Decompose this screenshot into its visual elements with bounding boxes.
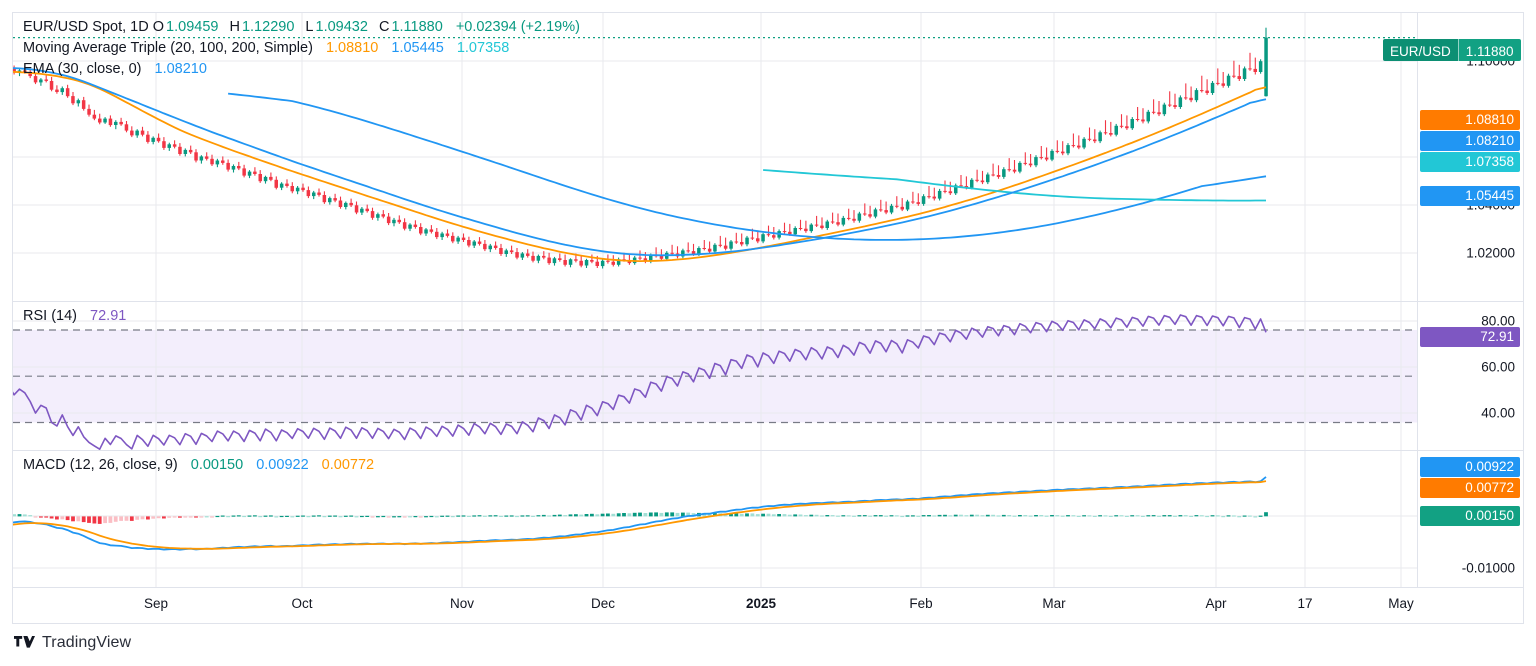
- ma100-line: [228, 92, 1267, 241]
- ma20-line: [13, 70, 1267, 263]
- time-label-8: 17: [1297, 596, 1313, 611]
- ema30-price-badge: 1.08210: [1420, 131, 1520, 151]
- macd-signal-badge: 0.00772: [1420, 478, 1520, 498]
- time-label-7: Apr: [1205, 596, 1227, 611]
- tradingview-wordmark: TradingView: [42, 634, 132, 651]
- rsi-line: [13, 314, 1267, 450]
- macd-chart-svg: [13, 451, 1419, 587]
- ema30-line: [13, 67, 1267, 257]
- rsi-level-lines: [13, 329, 1419, 424]
- time-label-2: Nov: [449, 596, 475, 611]
- macd-pane[interactable]: 0.00000 -0.01000 0.00922 0.00772 0.00150…: [13, 451, 1523, 587]
- price-gridlines: [13, 13, 1419, 301]
- current-price-symbol: EUR/USD: [1383, 39, 1458, 61]
- time-label-3: Dec: [590, 596, 616, 611]
- time-label-6: Mar: [1042, 596, 1066, 611]
- macd-value-badge: 0.00922: [1420, 457, 1520, 477]
- time-label-0: Sep: [143, 596, 169, 611]
- price-pane[interactable]: 1.10000 1.06000 1.04000 1.02000 1.08810 …: [13, 13, 1523, 301]
- price-plot[interactable]: [13, 13, 1419, 301]
- macd-plot[interactable]: [13, 451, 1419, 587]
- tradingview-logo[interactable]: TradingView: [14, 634, 131, 652]
- price-tick-4: 1.02000: [1466, 245, 1515, 261]
- time-label-9: May: [1388, 596, 1414, 611]
- price-chart-svg: [13, 13, 1419, 301]
- macd-tick-neg: -0.01000: [1461, 560, 1515, 576]
- pane-separator-3: [13, 587, 1523, 588]
- price-axis[interactable]: 1.10000 1.06000 1.04000 1.02000 1.08810 …: [1417, 13, 1523, 301]
- chart-frame: 1.10000 1.06000 1.04000 1.02000 1.08810 …: [12, 12, 1524, 624]
- ma20-price-badge: 1.08810: [1420, 110, 1520, 130]
- rsi-chart-svg: [13, 302, 1419, 450]
- rsi-tick-3: 40.00: [1481, 405, 1515, 421]
- rsi-tick-2: 60.00: [1481, 359, 1515, 375]
- macd-gridlines: [13, 451, 1419, 587]
- current-price-value: 1.11880: [1457, 39, 1521, 61]
- pane-separator-1: [13, 301, 1523, 302]
- rsi-value-badge: 72.91: [1420, 327, 1520, 347]
- macd-hist-badge: 0.00150: [1420, 506, 1520, 526]
- macd-histogram: [13, 512, 1268, 524]
- macd-signal-line: [13, 480, 1267, 550]
- time-label-4: 2025: [745, 596, 777, 611]
- rsi-pane[interactable]: 80.00 60.00 40.00 72.91 RSI (14) 72.91: [13, 302, 1523, 450]
- time-label-5: Feb: [909, 596, 933, 611]
- rsi-axis[interactable]: 80.00 60.00 40.00 72.91: [1417, 302, 1523, 450]
- macd-line: [13, 476, 1267, 551]
- tradingview-mark-icon: [14, 636, 35, 648]
- macd-axis[interactable]: 0.00000 -0.01000 0.00922 0.00772 0.00150: [1417, 451, 1523, 587]
- current-price-tag: EUR/USD 1.11880: [1383, 39, 1521, 61]
- rsi-tick-1: 80.00: [1481, 313, 1515, 329]
- time-label-1: Oct: [291, 596, 313, 611]
- candlestick-series: [13, 27, 1268, 269]
- pane-separator-2: [13, 450, 1523, 451]
- ma100-price-badge: 1.05445: [1420, 186, 1520, 206]
- rsi-plot[interactable]: [13, 302, 1419, 450]
- time-axis[interactable]: Sep Oct Nov Dec 2025 Feb Mar Apr 17 May: [13, 588, 1523, 623]
- ma200-price-badge: 1.07358: [1420, 152, 1520, 172]
